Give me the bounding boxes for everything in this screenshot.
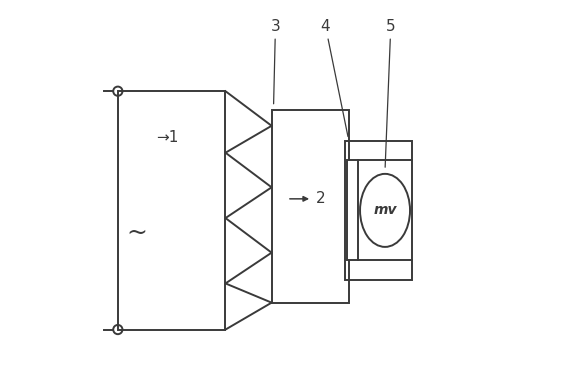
Text: mv: mv	[373, 203, 397, 217]
Polygon shape	[347, 160, 358, 261]
Text: ~: ~	[127, 222, 148, 245]
Text: →1: →1	[156, 130, 179, 145]
Text: 2: 2	[316, 191, 325, 206]
Text: 3: 3	[270, 19, 280, 104]
Text: 4: 4	[321, 19, 348, 136]
Text: 5: 5	[385, 19, 395, 167]
